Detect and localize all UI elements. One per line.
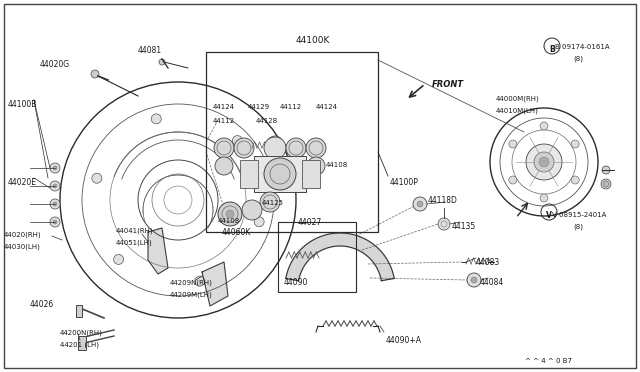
Bar (240, 160, 258, 188)
Text: 44083: 44083 (476, 258, 500, 267)
Text: 44090+A: 44090+A (386, 336, 422, 345)
Text: (8): (8) (573, 56, 583, 62)
Circle shape (159, 59, 165, 65)
Text: B 09174-0161A: B 09174-0161A (555, 44, 610, 50)
Bar (302, 160, 320, 188)
Text: 44112: 44112 (213, 118, 235, 124)
Circle shape (53, 184, 57, 188)
Circle shape (571, 140, 579, 148)
Circle shape (50, 217, 60, 227)
Text: 44108: 44108 (326, 162, 348, 168)
Text: 44209N(RH): 44209N(RH) (170, 280, 213, 286)
Text: 44051(LH): 44051(LH) (116, 240, 153, 247)
Circle shape (50, 163, 60, 173)
Polygon shape (148, 228, 168, 274)
Polygon shape (202, 262, 228, 306)
Text: V: V (546, 211, 552, 219)
Text: 44124: 44124 (213, 104, 235, 110)
Bar (76, 305, 82, 317)
Polygon shape (286, 233, 394, 281)
Circle shape (151, 114, 161, 124)
Text: 44026: 44026 (30, 300, 54, 309)
Text: 44020G: 44020G (40, 60, 70, 69)
Circle shape (91, 70, 99, 78)
Text: FRONT: FRONT (432, 80, 464, 89)
Circle shape (264, 137, 286, 159)
Text: 44108: 44108 (218, 218, 240, 224)
Text: 44041(RH): 44041(RH) (116, 228, 154, 234)
Circle shape (571, 176, 579, 184)
Circle shape (509, 176, 517, 184)
Circle shape (260, 192, 280, 212)
Bar (278, 222, 356, 292)
Text: 44200N(RH): 44200N(RH) (60, 330, 103, 337)
Circle shape (53, 220, 57, 224)
Text: 44027: 44027 (298, 218, 323, 227)
Circle shape (218, 202, 242, 226)
Text: 44010M(LH): 44010M(LH) (496, 108, 539, 115)
Circle shape (417, 201, 423, 207)
Circle shape (50, 199, 60, 209)
Circle shape (226, 210, 234, 218)
Text: 44128: 44128 (256, 118, 278, 124)
Circle shape (232, 136, 243, 145)
Circle shape (195, 276, 205, 286)
Circle shape (215, 157, 233, 175)
Text: 44020E: 44020E (8, 178, 37, 187)
Circle shape (53, 202, 57, 206)
Text: 44060K: 44060K (222, 228, 252, 237)
Text: 44020(RH): 44020(RH) (4, 232, 42, 238)
Circle shape (267, 136, 283, 152)
Circle shape (234, 138, 254, 158)
Bar (254, 156, 306, 192)
Text: 44090: 44090 (284, 278, 308, 287)
Text: 44100K: 44100K (296, 36, 330, 45)
Text: 44125: 44125 (262, 200, 284, 206)
Circle shape (53, 166, 57, 170)
Circle shape (306, 138, 326, 158)
Text: 44100P: 44100P (390, 178, 419, 187)
Text: 44209M(LH): 44209M(LH) (170, 292, 212, 298)
Text: ^ ^ 4 ^ 0 B7: ^ ^ 4 ^ 0 B7 (525, 358, 572, 364)
Circle shape (114, 254, 124, 264)
Circle shape (602, 166, 610, 174)
Text: V 08915-2401A: V 08915-2401A (552, 212, 606, 218)
Circle shape (286, 138, 306, 158)
Circle shape (526, 144, 562, 180)
Text: 44100B: 44100B (8, 100, 37, 109)
Text: 44084: 44084 (480, 278, 504, 287)
Circle shape (413, 197, 427, 211)
Bar (78, 336, 86, 350)
Circle shape (471, 277, 477, 283)
Text: 44118D: 44118D (428, 196, 458, 205)
Circle shape (539, 157, 549, 167)
Text: 44081: 44081 (138, 46, 162, 55)
Text: 44000M(RH): 44000M(RH) (496, 96, 540, 103)
Text: 44112: 44112 (280, 104, 302, 110)
Circle shape (438, 218, 450, 230)
Circle shape (92, 173, 102, 183)
Text: 44030(LH): 44030(LH) (4, 244, 41, 250)
Circle shape (214, 138, 234, 158)
Circle shape (534, 152, 554, 172)
Text: 44129: 44129 (248, 104, 270, 110)
Text: (8): (8) (573, 224, 583, 231)
Circle shape (242, 200, 262, 220)
Text: 44201 (LH): 44201 (LH) (60, 342, 99, 349)
Circle shape (264, 158, 296, 190)
Text: B: B (549, 45, 555, 54)
Text: 44135: 44135 (452, 222, 476, 231)
Bar (206, 52, 378, 232)
Circle shape (307, 157, 325, 175)
Circle shape (467, 273, 481, 287)
Circle shape (540, 194, 548, 202)
Circle shape (540, 122, 548, 130)
Circle shape (601, 179, 611, 189)
Text: 44124: 44124 (316, 104, 338, 110)
Circle shape (509, 140, 517, 148)
Circle shape (50, 181, 60, 191)
Circle shape (254, 217, 264, 227)
Circle shape (603, 181, 609, 187)
